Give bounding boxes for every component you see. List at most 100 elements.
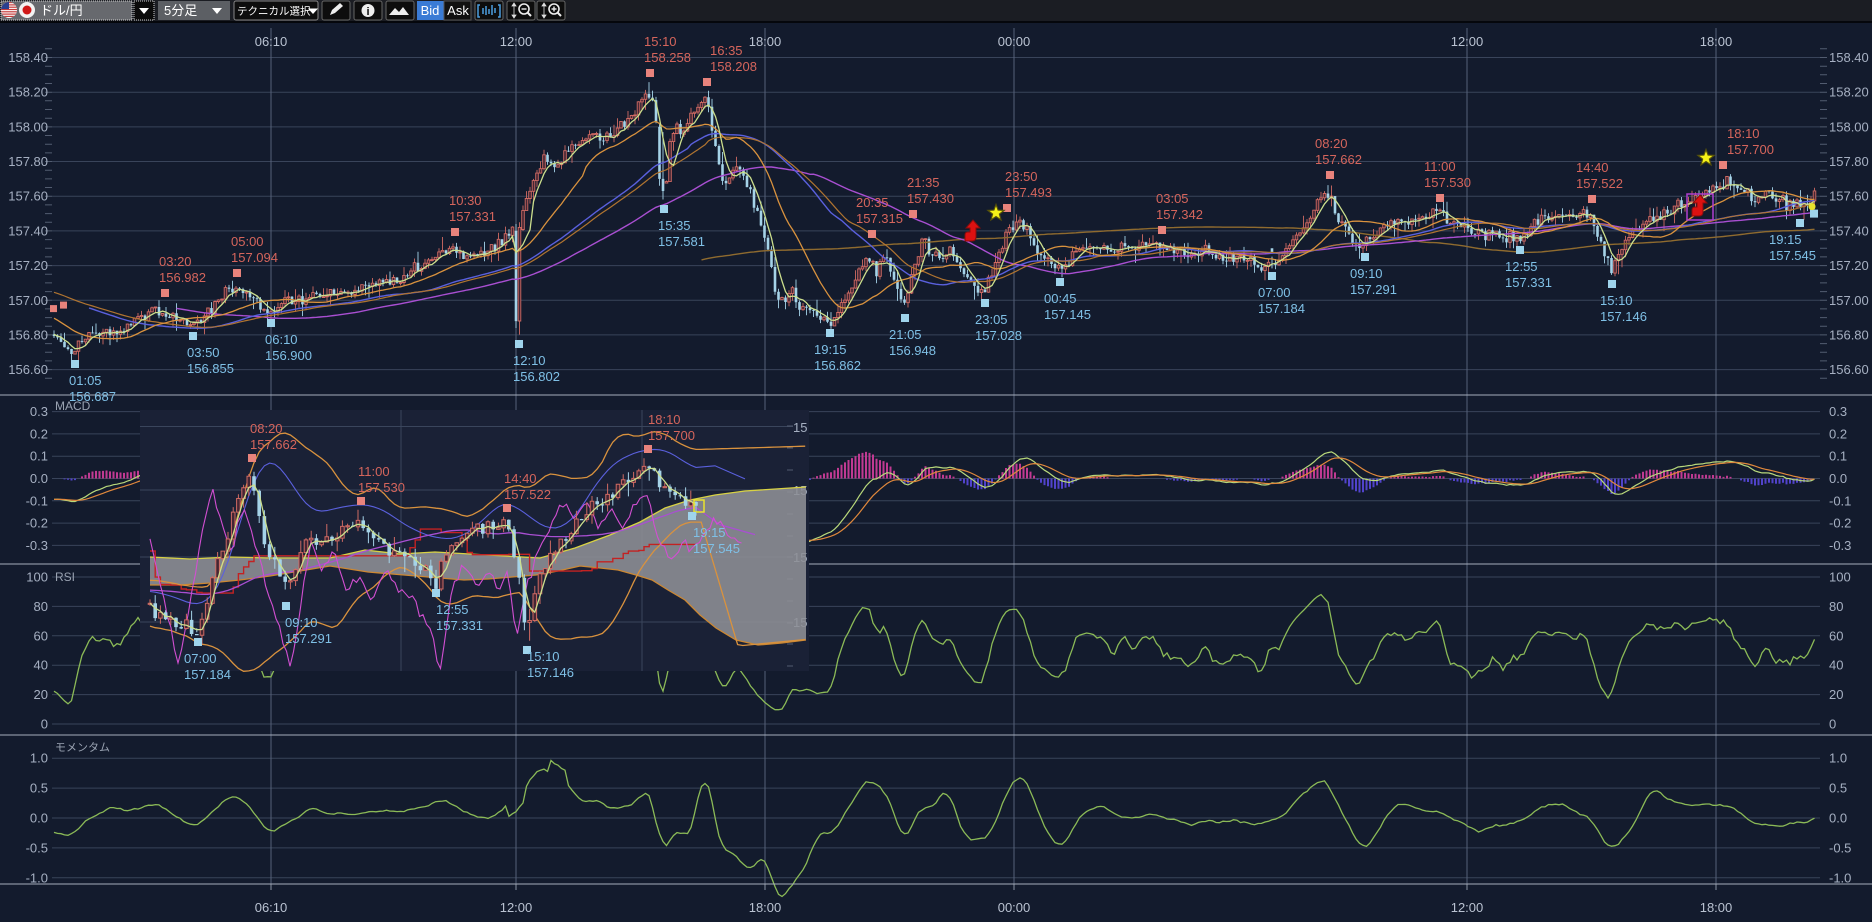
- svg-text:0.0: 0.0: [1829, 471, 1847, 486]
- svg-text:156.855: 156.855: [187, 361, 234, 376]
- svg-text:157.40: 157.40: [8, 223, 48, 238]
- svg-text:5分足: 5分足: [164, 3, 197, 18]
- svg-text:156.948: 156.948: [889, 343, 936, 358]
- svg-text:14:40: 14:40: [504, 471, 537, 486]
- svg-text:-0.1: -0.1: [1829, 493, 1851, 508]
- svg-text:157.331: 157.331: [449, 209, 496, 224]
- svg-text:0.2: 0.2: [30, 426, 48, 441]
- svg-text:-1.0: -1.0: [26, 870, 48, 885]
- svg-text:18:00: 18:00: [749, 34, 782, 49]
- svg-text:157.662: 157.662: [1315, 152, 1362, 167]
- svg-text:12:55: 12:55: [436, 602, 469, 617]
- svg-text:19:15: 19:15: [814, 342, 847, 357]
- svg-text:157.342: 157.342: [1156, 207, 1203, 222]
- svg-text:15: 15: [793, 420, 807, 435]
- svg-text:156.802: 156.802: [513, 369, 560, 384]
- svg-text:100: 100: [1829, 570, 1851, 585]
- svg-text:-0.2: -0.2: [1829, 516, 1851, 531]
- svg-text:40: 40: [34, 658, 48, 673]
- svg-text:157.493: 157.493: [1005, 185, 1052, 200]
- svg-text:11:00: 11:00: [1424, 159, 1456, 174]
- svg-text:08:20: 08:20: [250, 421, 283, 436]
- svg-text:156.80: 156.80: [8, 327, 48, 342]
- svg-text:157.331: 157.331: [1505, 275, 1552, 290]
- svg-text:15:10: 15:10: [644, 34, 677, 49]
- svg-text:-0.2: -0.2: [26, 516, 48, 531]
- svg-text:157.700: 157.700: [1727, 142, 1774, 157]
- svg-text:157.545: 157.545: [693, 541, 740, 556]
- svg-text:157.20: 157.20: [1829, 258, 1869, 273]
- svg-text:157.581: 157.581: [658, 234, 705, 249]
- svg-text:18:00: 18:00: [1700, 900, 1733, 915]
- svg-text:157.530: 157.530: [358, 480, 405, 495]
- svg-text:40: 40: [1829, 658, 1843, 673]
- svg-text:157.545: 157.545: [1769, 248, 1816, 263]
- svg-text:21:05: 21:05: [889, 327, 922, 342]
- svg-text:06:10: 06:10: [255, 900, 288, 915]
- svg-text:-0.1: -0.1: [26, 493, 48, 508]
- svg-text:15:10: 15:10: [1600, 293, 1633, 308]
- svg-text:157.00: 157.00: [1829, 293, 1869, 308]
- svg-text:156.900: 156.900: [265, 348, 312, 363]
- svg-text:80: 80: [1829, 599, 1843, 614]
- svg-text:RSI: RSI: [55, 570, 75, 584]
- svg-text:07:00: 07:00: [184, 651, 217, 666]
- svg-text:モメンタム: モメンタム: [55, 741, 110, 754]
- svg-text:157.700: 157.700: [648, 428, 695, 443]
- svg-text:156.862: 156.862: [814, 358, 861, 373]
- svg-text:03:50: 03:50: [187, 345, 220, 360]
- svg-text:06:10: 06:10: [255, 34, 288, 49]
- svg-text:21:35: 21:35: [907, 175, 940, 190]
- svg-text:09:10: 09:10: [1350, 266, 1383, 281]
- svg-text:09:10: 09:10: [285, 615, 318, 630]
- svg-text:158.20: 158.20: [8, 85, 48, 100]
- svg-text:07:00: 07:00: [1258, 285, 1291, 300]
- svg-text:60: 60: [1829, 628, 1843, 643]
- svg-text:1.0: 1.0: [30, 751, 48, 766]
- svg-text:156.60: 156.60: [8, 362, 48, 377]
- svg-text:08:20: 08:20: [1315, 136, 1348, 151]
- svg-text:157.530: 157.530: [1424, 175, 1471, 190]
- svg-text:Ask: Ask: [447, 3, 469, 18]
- svg-text:0.1: 0.1: [30, 449, 48, 464]
- svg-text:158.00: 158.00: [1829, 119, 1869, 134]
- svg-text:0.0: 0.0: [30, 811, 48, 826]
- svg-text:20:35: 20:35: [856, 195, 889, 210]
- svg-text:11:00: 11:00: [358, 464, 390, 479]
- svg-text:157.20: 157.20: [8, 258, 48, 273]
- svg-text:158.00: 158.00: [8, 119, 48, 134]
- svg-text:12:00: 12:00: [1451, 34, 1484, 49]
- svg-text:-0.3: -0.3: [26, 538, 48, 553]
- svg-text:0.2: 0.2: [1829, 426, 1847, 441]
- svg-text:0.3: 0.3: [1829, 404, 1847, 419]
- svg-text:157.60: 157.60: [8, 189, 48, 204]
- svg-text:156.982: 156.982: [159, 270, 206, 285]
- svg-text:157.291: 157.291: [1350, 282, 1397, 297]
- svg-text:157.291: 157.291: [285, 631, 332, 646]
- svg-text:0.0: 0.0: [30, 471, 48, 486]
- svg-text:18:10: 18:10: [648, 412, 681, 427]
- svg-text:158.258: 158.258: [644, 50, 691, 65]
- svg-text:157.60: 157.60: [1829, 189, 1869, 204]
- svg-text:156.687: 156.687: [69, 389, 116, 404]
- svg-text:157.00: 157.00: [8, 293, 48, 308]
- svg-text:12:00: 12:00: [500, 900, 533, 915]
- svg-text:0: 0: [41, 717, 48, 732]
- svg-text:157.430: 157.430: [907, 191, 954, 206]
- svg-text:157.522: 157.522: [504, 487, 551, 502]
- svg-text:0.5: 0.5: [1829, 781, 1847, 796]
- svg-text:0.5: 0.5: [30, 781, 48, 796]
- svg-text:01:05: 01:05: [69, 373, 102, 388]
- svg-text:12:00: 12:00: [1451, 900, 1484, 915]
- svg-text:MACD: MACD: [55, 399, 91, 413]
- svg-text:18:00: 18:00: [1700, 34, 1733, 49]
- svg-text:0.1: 0.1: [1829, 449, 1847, 464]
- svg-text:158.40: 158.40: [1829, 50, 1869, 65]
- svg-text:158.40: 158.40: [8, 50, 48, 65]
- svg-text:158.20: 158.20: [1829, 85, 1869, 100]
- svg-text:12:55: 12:55: [1505, 259, 1538, 274]
- svg-text:15:35: 15:35: [658, 218, 691, 233]
- svg-text:03:05: 03:05: [1156, 191, 1189, 206]
- svg-text:19:15: 19:15: [693, 525, 726, 540]
- svg-text:157.662: 157.662: [250, 437, 297, 452]
